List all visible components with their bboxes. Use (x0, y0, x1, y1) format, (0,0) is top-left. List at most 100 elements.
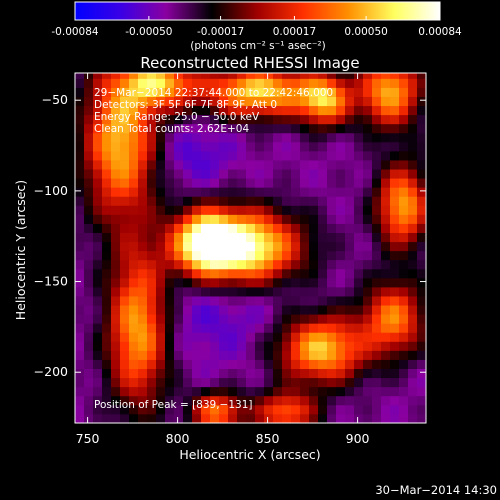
heatmap-cell (120, 413, 130, 424)
heatmap-cell (372, 332, 382, 342)
heatmap-cell (327, 73, 337, 79)
heatmap-cell (255, 404, 265, 415)
heatmap-cell (93, 150, 103, 161)
heatmap-cell (291, 205, 301, 215)
heatmap-cell (300, 350, 310, 360)
heatmap-cell (219, 141, 229, 152)
heatmap-cell (147, 105, 157, 116)
heatmap-cell (417, 241, 427, 252)
heatmap-cell (102, 160, 112, 170)
heatmap-cell (93, 105, 103, 116)
heatmap-cell (174, 123, 184, 134)
heatmap-cell (246, 223, 256, 233)
heatmap-cell (129, 368, 139, 379)
heatmap-cell (138, 196, 148, 206)
heatmap-cell (165, 232, 175, 243)
heatmap-cell (138, 123, 148, 134)
heatmap-cell (345, 223, 355, 233)
heatmap-cell (219, 241, 229, 252)
heatmap-cell (219, 169, 229, 179)
heatmap-cell (372, 196, 382, 206)
heatmap-cell (363, 132, 373, 143)
heatmap-cell (408, 268, 418, 279)
heatmap-cell (363, 73, 373, 79)
heatmap-cell (264, 123, 274, 134)
heatmap-cell (309, 395, 319, 406)
heatmap-cell (93, 114, 103, 125)
heatmap-cell (309, 350, 319, 360)
heatmap-cell (237, 350, 247, 360)
heatmap-cell (390, 314, 400, 324)
heatmap-cell (93, 395, 103, 406)
heatmap-cell (129, 150, 139, 161)
heatmap-cell (264, 187, 274, 197)
heatmap-cell (129, 105, 139, 116)
heatmap-cell (381, 132, 391, 143)
heatmap-cell (345, 73, 355, 79)
heatmap-cell (129, 341, 139, 351)
heatmap-cell (237, 96, 247, 107)
heatmap-cell (282, 141, 292, 152)
heatmap-cell (120, 169, 130, 179)
heatmap-cell (417, 205, 427, 215)
heatmap-cell (120, 141, 130, 152)
heatmap-cell (336, 323, 346, 333)
heatmap-cell (102, 286, 112, 297)
heatmap-cell (183, 413, 193, 424)
heatmap-cell (111, 332, 121, 342)
heatmap-cell (210, 413, 220, 424)
heatmap-cell (309, 87, 319, 97)
heatmap-cell (363, 277, 373, 288)
heatmap-cell (201, 187, 211, 197)
heatmap-cell (219, 286, 229, 297)
heatmap-cell (228, 232, 238, 243)
heatmap-cell (291, 150, 301, 161)
heatmap-cell (102, 169, 112, 179)
heatmap-cell (237, 114, 247, 125)
heatmap-cell (408, 277, 418, 288)
heatmap-cell (273, 205, 283, 215)
heatmap-cell (381, 413, 391, 424)
heatmap-cell (282, 96, 292, 107)
heatmap-cell (300, 413, 310, 424)
heatmap-cell (210, 286, 220, 297)
heatmap-cell (174, 196, 184, 206)
heatmap-cell (390, 87, 400, 97)
heatmap-cell (345, 141, 355, 152)
heatmap-cell (273, 169, 283, 179)
heatmap-cell (165, 205, 175, 215)
heatmap-cell (156, 305, 166, 315)
heatmap-cell (156, 241, 166, 252)
heatmap-cell (354, 332, 364, 342)
heatmap-cell (111, 214, 121, 224)
heatmap-cell (300, 404, 310, 415)
heatmap-cell (309, 404, 319, 415)
annotation-time: 29−Mar−2014 22:37:44.000 to 22:42:46.000 (94, 87, 333, 99)
heatmap-cell (147, 150, 157, 161)
heatmap-cell (201, 286, 211, 297)
heatmap-cell (228, 286, 238, 297)
heatmap-cell (291, 78, 301, 88)
heatmap-cell (120, 323, 130, 333)
heatmap-cell (219, 178, 229, 188)
heatmap-cell (138, 241, 148, 252)
heatmap-cell (390, 232, 400, 243)
heatmap-cell (345, 123, 355, 134)
heatmap-cell (111, 277, 121, 288)
heatmap-cell (255, 223, 265, 233)
heatmap-cell (381, 323, 391, 333)
heatmap-cell (273, 123, 283, 134)
heatmap-cell (183, 314, 193, 324)
heatmap-cell (336, 96, 346, 107)
heatmap-cell (399, 332, 409, 342)
heatmap-cell (363, 341, 373, 351)
heatmap-cell (273, 105, 283, 116)
heatmap-cell (75, 187, 85, 197)
heatmap-cell (156, 187, 166, 197)
heatmap-cell (264, 150, 274, 161)
heatmap-cell (291, 96, 301, 107)
heatmap-cell (102, 132, 112, 143)
heatmap-cell (219, 368, 229, 379)
heatmap-cell (102, 187, 112, 197)
heatmap-cell (84, 377, 94, 388)
